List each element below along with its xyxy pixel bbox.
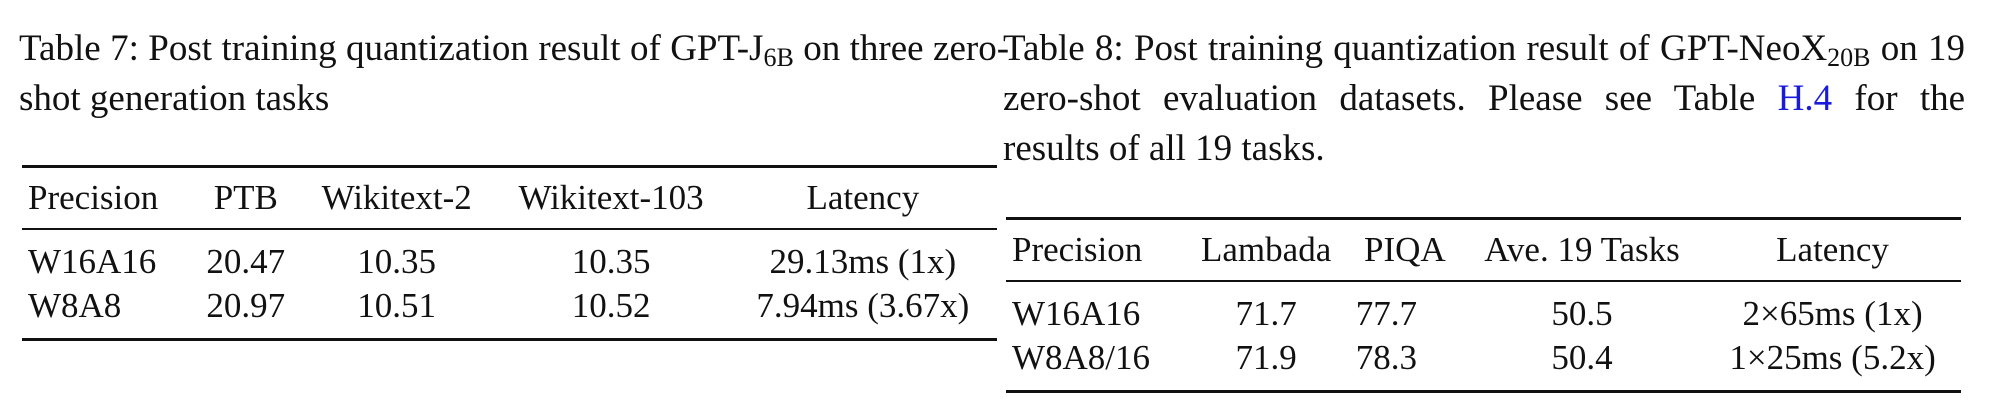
caption-sub: 20B [1827, 43, 1871, 72]
cell: W16A16 [1012, 294, 1141, 333]
cell: 29.13ms (1x) [769, 242, 957, 281]
row: W16A16 20.47 10.35 10.35 29.13ms (1x) [22, 229, 997, 284]
caption-label: Table 8: [1003, 28, 1124, 69]
cell: 20.97 [206, 286, 286, 325]
header-row: Precision PTB Wikitext-2 Wikitext-103 Latenc… [22, 167, 997, 229]
header-cell: PIQA [1364, 230, 1446, 269]
table-body: W16A16 71.7 77.7 50.5 2×65ms (1x) W8A8/16 71.9… [1006, 281, 1961, 392]
caption-sub: 6B [763, 43, 794, 72]
cell: 20.47 [206, 242, 286, 281]
header-row: Precision Lambada PIQA Ave. 19 Tasks Latency [1006, 219, 1961, 281]
cell: 10.35 [357, 242, 437, 281]
caption-text: for the results of all 19 tasks. [1003, 78, 1966, 169]
caption-text: Post training quantization result of GPT… [148, 28, 764, 69]
cell: 2×65ms (1x) [1742, 294, 1923, 333]
row: W8A8/16 71.9 78.3 50.4 1×25ms (5.2x) [1006, 336, 1961, 392]
header-cell: Precision [1012, 230, 1143, 269]
row: W8A8 20.97 10.51 10.52 7.94ms (3.67x) [22, 284, 997, 340]
header-cell: Wikitext-103 [518, 178, 704, 217]
header-cell: Latency [1776, 230, 1889, 269]
cell: W8A8 [28, 286, 122, 325]
caption-text: Post training quantization result of GPT… [1133, 28, 1828, 69]
table: Precision PTB Wikitext-2 Wikitext-103 Latenc… [22, 165, 997, 341]
cell: 71.9 [1235, 338, 1297, 377]
cell: W8A8/16 [1012, 338, 1151, 377]
cell: W16A16 [28, 242, 157, 281]
cell: 50.4 [1551, 338, 1613, 377]
caption: Table 7: Post training quantization resu… [19, 24, 1009, 124]
caption-text: on 19 zero-shot evaluation datasets. Ple… [1003, 28, 1966, 119]
cell: 10.51 [357, 286, 437, 325]
cell: 78.3 [1355, 338, 1418, 377]
row: W16A16 71.7 77.7 50.5 2×65ms (1x) [1006, 281, 1961, 336]
header-cell: Precision [28, 178, 159, 217]
cell: 10.35 [571, 242, 651, 281]
cell: 10.52 [571, 286, 651, 325]
caption-label: Table 7: [19, 28, 139, 69]
header-cell: Ave. 19 Tasks [1484, 230, 1680, 269]
cell: 1×25ms (5.2x) [1729, 338, 1936, 377]
header-cell: PTB [213, 178, 278, 217]
table-body: W16A16 20.47 10.35 10.35 29.13ms (1x) W8A8 20.… [22, 229, 997, 340]
cell: 50.5 [1551, 294, 1613, 333]
header-cell: Wikitext-2 [321, 178, 472, 217]
cell: 77.7 [1355, 294, 1418, 333]
table-link[interactable]: H.4 [1777, 78, 1833, 119]
caption: Table 8: Post training quantization resu… [1003, 24, 1965, 174]
table-head: Precision PTB Wikitext-2 Wikitext-103 Latenc… [22, 167, 997, 229]
table: Precision Lambada PIQA Ave. 19 Tasks Latency… [1006, 217, 1961, 393]
table-head: Precision Lambada PIQA Ave. 19 Tasks Latency [1006, 219, 1961, 281]
caption-text: on three zero-shot generation tasks [19, 28, 1010, 119]
cell: 71.7 [1235, 294, 1297, 333]
header-cell: Latency [806, 178, 920, 217]
cell: 7.94ms (3.67x) [756, 286, 970, 325]
header-cell: Lambada [1201, 230, 1332, 269]
